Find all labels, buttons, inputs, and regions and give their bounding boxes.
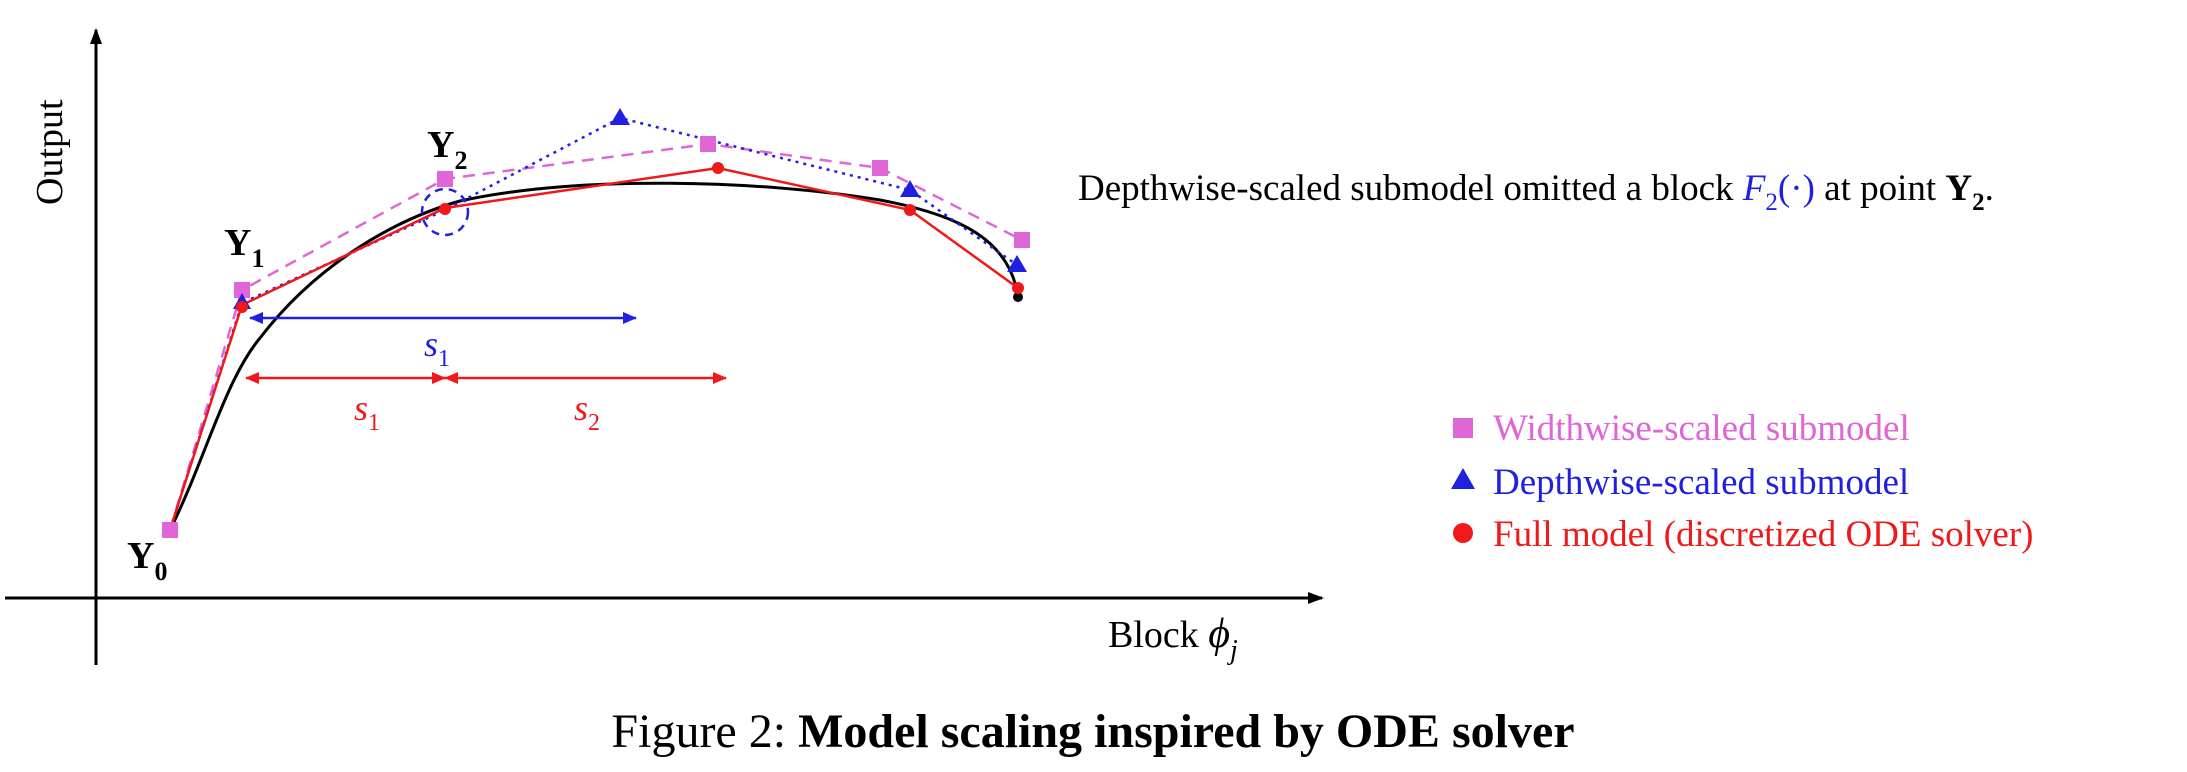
red-step-label-2: s2 xyxy=(574,388,600,436)
true-solution-curve xyxy=(168,181,1020,531)
legend-label-depthwise: Depthwise-scaled submodel xyxy=(1493,462,1909,503)
full-model-line xyxy=(168,166,1019,531)
full-model-markers xyxy=(236,162,1024,313)
full-model-point xyxy=(236,301,248,313)
full-model-point xyxy=(439,203,451,215)
depthwise-point xyxy=(1007,255,1027,272)
legend: Widthwise-scaled submodel Depthwise-scal… xyxy=(1451,408,2033,555)
full-model-point xyxy=(1012,282,1024,294)
red-step-label-1: s1 xyxy=(354,388,380,436)
point-label-y2: Y2 xyxy=(427,124,467,175)
y-axis-label: Output xyxy=(29,99,71,205)
legend-square-icon xyxy=(1453,418,1473,438)
full-model-point xyxy=(712,162,724,174)
widthwise-point xyxy=(437,171,453,187)
widthwise-point xyxy=(234,282,250,298)
figure-caption: Figure 2: Model scaling inspired by ODE … xyxy=(611,705,1574,758)
depthwise-submodel-line xyxy=(168,116,1018,531)
full-model-point xyxy=(904,204,916,216)
point-label-y1: Y1 xyxy=(224,222,264,273)
widthwise-point xyxy=(162,522,178,538)
legend-triangle-icon xyxy=(1451,468,1475,489)
widthwise-submodel-line xyxy=(168,142,1023,531)
depthwise-point xyxy=(900,180,920,197)
widthwise-point xyxy=(700,136,716,152)
widthwise-point xyxy=(872,160,888,176)
blue-step-label: s1 xyxy=(424,324,450,372)
legend-label-full-model: Full model (discretized ODE solver) xyxy=(1493,514,2033,555)
omitted-block-annotation: Depthwise-scaled submodel omitted a bloc… xyxy=(1078,168,1994,216)
point-label-y0: Y0 xyxy=(127,535,167,586)
omitted-block-highlight xyxy=(420,187,470,237)
widthwise-point xyxy=(1014,232,1030,248)
x-axis-label: Block ϕj xyxy=(1108,611,1238,666)
curve-end-dot xyxy=(1013,292,1023,302)
legend-circle-icon xyxy=(1453,523,1473,543)
widthwise-markers xyxy=(162,136,1030,538)
legend-label-widthwise: Widthwise-scaled submodel xyxy=(1493,408,1910,449)
depthwise-point xyxy=(610,108,630,125)
